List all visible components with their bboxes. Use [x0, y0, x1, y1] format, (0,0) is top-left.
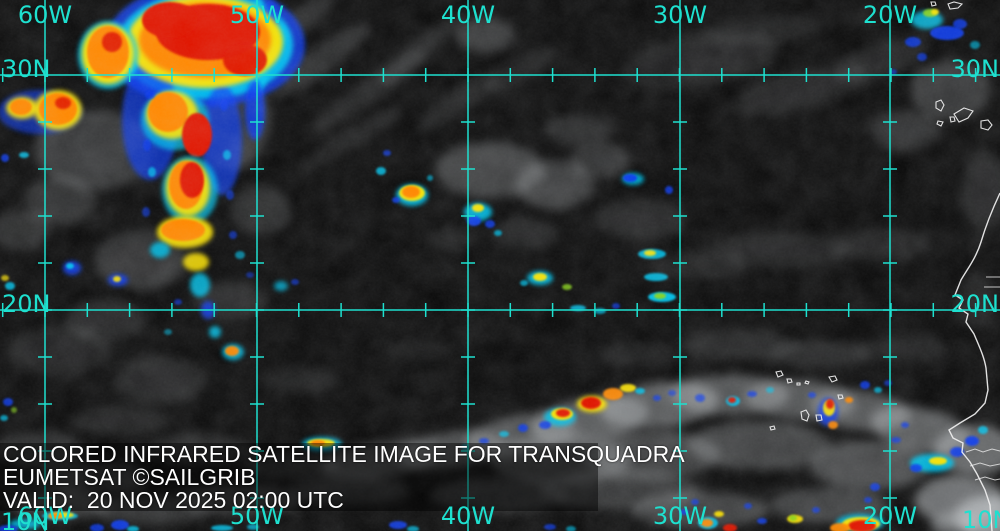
- island-outline: [804, 380, 810, 385]
- island-outline: [769, 425, 776, 431]
- grid-label-top-50W: 50W: [230, 1, 284, 29]
- island-outline: [980, 119, 993, 131]
- grid-label-corner-10N: 10N: [962, 506, 1000, 531]
- grid-label-bottom-20W: 20W: [863, 502, 917, 530]
- island-outline: [796, 382, 801, 386]
- island-outline: [775, 370, 784, 378]
- island-outline: [837, 394, 844, 400]
- grid-label-bottom-50W: 50W: [230, 502, 284, 530]
- grid-label-right-20N: 20N: [951, 290, 1000, 318]
- caption-backdrop: [0, 443, 598, 511]
- grid-label-top-40W: 40W: [441, 1, 495, 29]
- grid-label-bottom-40W: 40W: [441, 502, 495, 530]
- grid-label-right-30N: 30N: [951, 55, 1000, 83]
- island-outline: [800, 409, 810, 422]
- island-outline: [947, 1, 964, 10]
- grid-label-top-60W: 60W: [18, 1, 72, 29]
- caption-title: COLORED INFRARED SATELLITE IMAGE FOR TRA…: [3, 441, 685, 467]
- caption-credit: EUMETSAT ©SAILGRIB: [3, 464, 256, 490]
- grid-label-corner-10N: 10N: [1, 508, 50, 531]
- grid-label-bottom-60W: 60W: [18, 502, 72, 530]
- africa-coastline: [948, 192, 1000, 531]
- grid-label-top-30W: 30W: [653, 1, 707, 29]
- grid-label-left-20N: 20N: [2, 290, 51, 318]
- grid-label-bottom-30W: 30W: [653, 502, 707, 530]
- grid-label-left-30N: 30N: [2, 55, 51, 83]
- border-line: [969, 462, 1000, 467]
- geography-layer: [769, 1, 1000, 531]
- island-outline: [935, 99, 945, 112]
- island-outline: [953, 107, 974, 123]
- grid-label-top-20W: 20W: [863, 1, 917, 29]
- caption-block: COLORED INFRARED SATELLITE IMAGE FOR TRA…: [3, 443, 685, 512]
- island-outline: [828, 375, 838, 383]
- island-outline: [936, 120, 944, 127]
- island-outline: [786, 378, 793, 384]
- island-outline: [930, 1, 937, 7]
- island-outline: [949, 116, 956, 123]
- border-line: [965, 448, 1000, 453]
- island-outline: [815, 414, 823, 422]
- caption-valid: VALID: 20 NOV 2025 02:00 UTC: [3, 487, 344, 513]
- border-line: [974, 476, 1000, 481]
